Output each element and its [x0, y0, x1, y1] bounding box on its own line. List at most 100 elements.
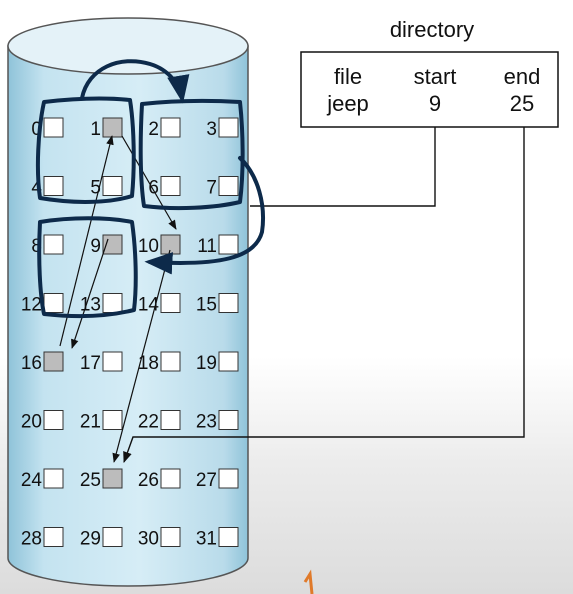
free-block-square: [43, 410, 64, 430]
used-block-square: [43, 351, 64, 372]
block-number: 19: [196, 353, 217, 374]
pointer-10-to-25: [112, 249, 171, 463]
block-30: 30: [138, 527, 181, 550]
free-block-square: [102, 293, 123, 313]
block-number: 26: [138, 470, 159, 491]
block-number: 13: [80, 295, 101, 316]
free-block-square: [218, 293, 239, 313]
block-number: 18: [138, 353, 159, 374]
block-4: 4: [31, 176, 64, 199]
block-number: 0: [31, 119, 42, 140]
block-number: 31: [196, 529, 217, 550]
block-number: 16: [21, 353, 42, 374]
free-block-square: [218, 527, 239, 547]
block-number: 5: [90, 178, 101, 199]
block-12: 12: [21, 293, 64, 316]
block-18: 18: [138, 351, 181, 374]
header-start: start: [414, 64, 457, 89]
pointer-16-to-1: [59, 135, 114, 347]
block-number: 22: [138, 412, 159, 433]
directory-box: [300, 51, 559, 128]
block-3: 3: [206, 117, 239, 140]
directory-connectors: [123, 127, 525, 464]
block-number: 27: [196, 470, 217, 491]
free-block-square: [43, 176, 64, 196]
free-block-square: [160, 410, 181, 430]
block-14: 14: [138, 293, 181, 316]
block-number: 30: [138, 529, 159, 550]
annotation-box-top-right: [138, 98, 245, 211]
free-block-square: [218, 176, 239, 196]
block-number: 12: [21, 295, 42, 316]
block-19: 19: [196, 351, 239, 374]
block-15: 15: [196, 293, 239, 316]
block-number: 28: [21, 529, 42, 550]
block-number: 14: [138, 295, 160, 316]
block-24: 24: [21, 468, 64, 491]
block-number: 17: [80, 353, 101, 374]
used-block-square: [102, 468, 123, 489]
directory-table: directory file start end jeep 9 25: [300, 17, 559, 128]
block-13: 13: [80, 293, 123, 316]
free-block-square: [218, 234, 239, 255]
disk-cylinder: [7, 17, 249, 587]
end-pointer-line: [123, 127, 525, 464]
row-file: jeep: [326, 91, 369, 116]
block-number: 3: [206, 119, 217, 140]
annotation-box-mid-left: [37, 216, 138, 319]
block-29: 29: [80, 527, 123, 550]
block-20: 20: [21, 410, 64, 433]
annotation-arc-right: [144, 156, 265, 275]
free-block-square: [43, 117, 64, 138]
free-block-square: [218, 410, 239, 430]
block-1: 1: [90, 117, 123, 140]
block-number: 20: [21, 412, 42, 433]
block-26: 26: [138, 468, 181, 491]
free-block-square: [43, 527, 64, 547]
free-block-square: [218, 351, 239, 372]
pen-cursor-mark: [303, 569, 314, 594]
free-block-square: [218, 117, 239, 138]
free-block-square: [160, 117, 181, 138]
block-16: 16: [21, 351, 64, 374]
block-27: 27: [196, 468, 239, 491]
free-block-square: [160, 527, 181, 547]
header-end: end: [504, 64, 541, 89]
block-25: 25: [80, 468, 123, 491]
free-block-square: [43, 234, 64, 255]
block-number: 24: [21, 470, 43, 491]
block-number: 6: [148, 178, 159, 199]
block-number: 10: [138, 236, 159, 257]
block-7: 7: [206, 176, 239, 199]
block-number: 29: [80, 529, 101, 550]
block-11: 11: [197, 234, 239, 257]
block-number: 23: [196, 412, 217, 433]
block-number: 1: [90, 119, 101, 140]
row-start: 9: [429, 91, 441, 116]
free-block-square: [43, 293, 64, 313]
block-6: 6: [148, 176, 181, 199]
block-number: 9: [90, 236, 101, 257]
block-28: 28: [21, 527, 64, 550]
free-block-square: [102, 176, 123, 196]
pointer-1-to-10: [121, 135, 177, 230]
block-21: 21: [80, 410, 123, 433]
free-block-square: [160, 351, 181, 372]
block-0: 0: [31, 117, 64, 140]
used-block-square: [102, 117, 123, 138]
block-31: 31: [196, 527, 239, 550]
block-5: 5: [90, 176, 123, 199]
annotation-arc-top: [80, 59, 190, 104]
block-number: 11: [197, 236, 217, 257]
block-number: 15: [196, 295, 217, 316]
row-end: 25: [510, 91, 534, 116]
block-23: 23: [196, 410, 239, 433]
header-file: file: [334, 64, 362, 89]
block-number: 8: [31, 236, 42, 257]
block-22: 22: [138, 410, 181, 433]
free-block-square: [160, 468, 181, 489]
handwritten-annotations: [35, 59, 265, 319]
cylinder-top: [7, 17, 249, 75]
annotation-box-top-left: [35, 96, 136, 204]
